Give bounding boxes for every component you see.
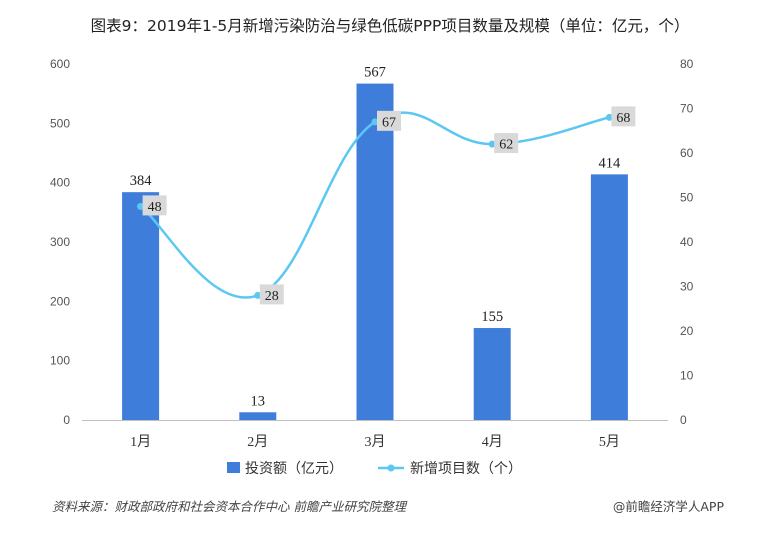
right-tick-label: 50 [680, 191, 694, 205]
point-data-label: 28 [265, 289, 279, 304]
category-tick-label: 4月 [482, 434, 503, 450]
point-label-box [142, 195, 167, 216]
bar-data-label: 384 [130, 173, 153, 189]
brand-credit: @前瞻经济学人APP [612, 499, 724, 514]
left-tick-label: 100 [50, 354, 70, 368]
legend-line-label: 新增项目数（个） [410, 461, 522, 477]
point-label-box [377, 110, 401, 131]
category-tick-label: 1月 [130, 434, 151, 450]
line-point [137, 202, 145, 210]
category-axis: 1月 2月 3月 4月 5月 [82, 420, 668, 450]
bar-data-label: 414 [599, 155, 622, 171]
point-data-label: 62 [499, 138, 513, 153]
right-tick-label: 30 [680, 280, 694, 294]
left-tick-label: 500 [50, 116, 70, 130]
point-data-label: 67 [382, 115, 396, 130]
point-label-box [494, 133, 519, 154]
bar [356, 83, 394, 420]
left-axis: 0 100 200 300 400 500 600 [50, 57, 70, 427]
right-tick-label: 80 [680, 57, 694, 71]
left-tick-label: 400 [50, 176, 70, 190]
bar-data-label: 155 [481, 309, 503, 325]
line-point [254, 291, 262, 299]
bar-data-label: 567 [364, 65, 386, 81]
point-label-box [611, 106, 636, 127]
legend: 投资额（亿元） 新增项目数（个） [227, 461, 522, 477]
line-point [488, 140, 496, 148]
left-tick-label: 600 [50, 57, 70, 71]
right-tick-label: 70 [680, 102, 694, 116]
right-tick-label: 20 [680, 324, 694, 338]
left-tick-label: 300 [50, 235, 70, 249]
bar [122, 192, 160, 420]
right-tick-label: 0 [680, 413, 687, 427]
point-data-label: 68 [616, 111, 630, 126]
right-tick-label: 40 [680, 235, 694, 249]
source-note: 资料来源：财政部政府和社会资本合作中心 前瞻产业研究院整理 [52, 499, 406, 514]
bar [239, 412, 277, 420]
category-tick-label: 3月 [365, 434, 386, 450]
category-tick-label: 5月 [599, 434, 620, 450]
right-tick-label: 60 [680, 146, 694, 160]
legend-bar-swatch [227, 462, 240, 473]
right-tick-label: 10 [680, 369, 694, 383]
line-series: 48 28 67 62 68 [137, 106, 636, 305]
legend-line-marker [387, 464, 395, 472]
bar-data-label: 13 [251, 393, 266, 409]
bar [473, 328, 511, 420]
right-axis: 0 10 20 30 40 50 60 70 80 [680, 57, 694, 427]
line-point [371, 118, 379, 126]
point-data-label: 48 [148, 200, 162, 215]
bar-series: 384 13 567 155 414 [122, 65, 628, 420]
series-line [139, 111, 610, 299]
chart-title: 图表9：2019年1-5月新增污染防治与绿色低碳PPP项目数量及规模（单位：亿元… [90, 17, 690, 35]
line-point [605, 113, 613, 121]
left-tick-label: 200 [50, 294, 70, 308]
bar [590, 174, 628, 420]
left-tick-label: 0 [63, 413, 70, 427]
category-tick-label: 2月 [247, 434, 268, 450]
legend-bar-label: 投资额（亿元） [245, 461, 343, 477]
point-label-box [259, 284, 284, 305]
